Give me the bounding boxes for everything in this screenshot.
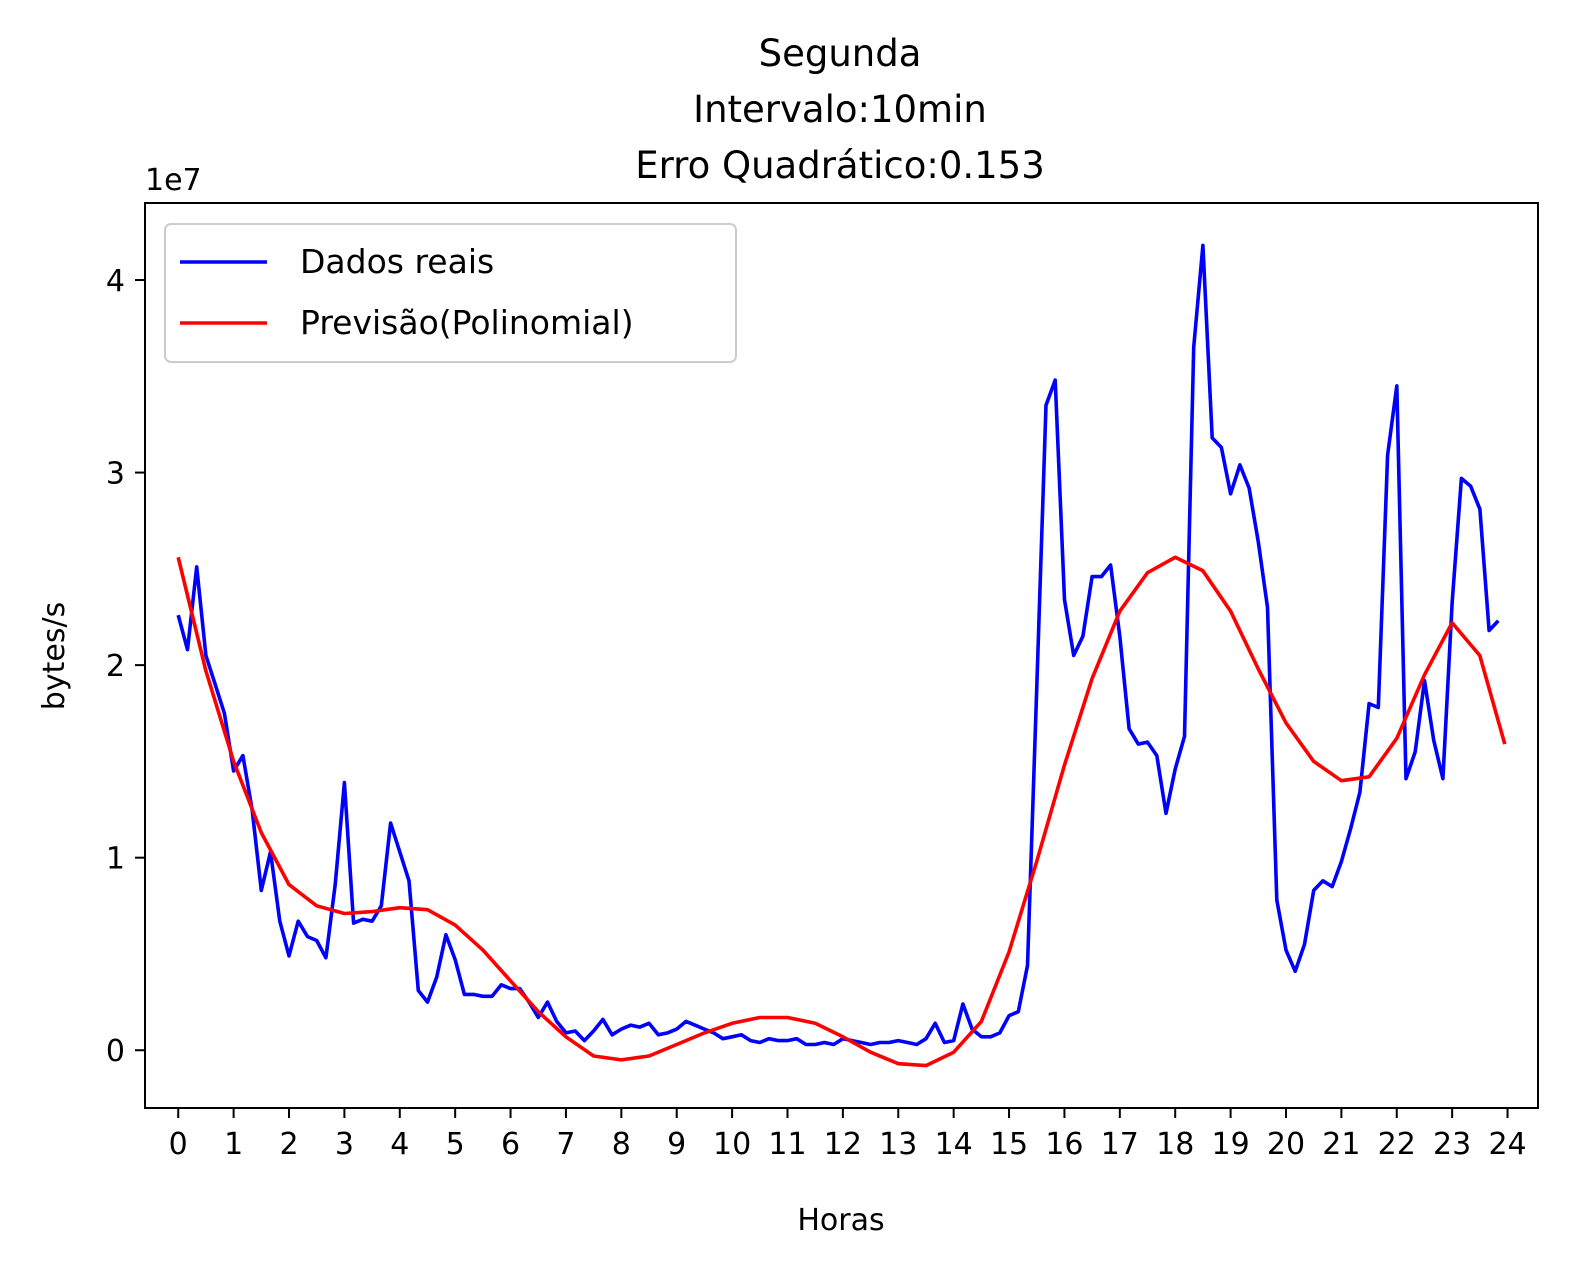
legend-label-dados-reais: Dados reais	[300, 242, 494, 281]
x-tick-label: 16	[1045, 1127, 1083, 1162]
x-tick-label: 23	[1433, 1127, 1471, 1162]
x-tick-label: 22	[1378, 1127, 1416, 1162]
x-tick-label: 12	[824, 1127, 862, 1162]
legend-label-previsao-polinomial: Previsão(Polinomial)	[300, 303, 634, 342]
plot-frame	[144, 202, 1539, 1109]
chart-title-line-1: Segunda	[759, 32, 922, 75]
y-tick-label: 0	[106, 1034, 125, 1069]
x-tick-label: 15	[990, 1127, 1028, 1162]
x-tick-label: 0	[169, 1127, 188, 1162]
y-axis-label: bytes/s	[37, 602, 72, 710]
x-tick-label: 18	[1156, 1127, 1194, 1162]
legend-box	[164, 223, 737, 363]
series-line-dados-reais	[176, 243, 1500, 1047]
x-tick-label: 13	[879, 1127, 917, 1162]
x-tick-label: 10	[713, 1127, 751, 1162]
x-tick-label: 24	[1488, 1127, 1526, 1162]
x-tick-label: 1	[224, 1127, 243, 1162]
y-tick-label: 2	[106, 649, 125, 684]
x-tick-label: 6	[501, 1127, 520, 1162]
y-tick-label: 4	[106, 264, 125, 299]
x-tick-label: 14	[935, 1127, 973, 1162]
x-tick-label: 8	[612, 1127, 631, 1162]
x-tick-label: 19	[1212, 1127, 1250, 1162]
chart-title-line-3: Erro Quadrático:0.153	[635, 144, 1045, 187]
series-line-previsao-polinomial	[176, 555, 1507, 1068]
x-tick-label: 20	[1267, 1127, 1305, 1162]
x-tick-label: 21	[1322, 1127, 1360, 1162]
chart-title-line-2: Intervalo:10min	[693, 88, 987, 131]
x-tick-label: 11	[768, 1127, 806, 1162]
ticks-group: 0 1 2 3 4 5 6 7 8 9 10 11 12 13 14 15 16 17 18 19 20 21 22 23 24…	[106, 264, 1527, 1162]
y-tick-label: 1	[106, 842, 125, 877]
x-axis-label: Horas	[797, 1203, 884, 1238]
legend: Dados reais Previsão(Polinomial)	[164, 223, 737, 363]
y-offset-text: 1e7	[145, 163, 202, 198]
x-tick-label: 5	[446, 1127, 465, 1162]
x-tick-label: 7	[556, 1127, 575, 1162]
x-tick-label: 4	[390, 1127, 409, 1162]
y-tick-label: 3	[106, 457, 125, 492]
x-tick-label: 17	[1101, 1127, 1139, 1162]
x-tick-label: 3	[335, 1127, 354, 1162]
x-tick-label: 2	[279, 1127, 298, 1162]
x-tick-label: 9	[667, 1127, 686, 1162]
